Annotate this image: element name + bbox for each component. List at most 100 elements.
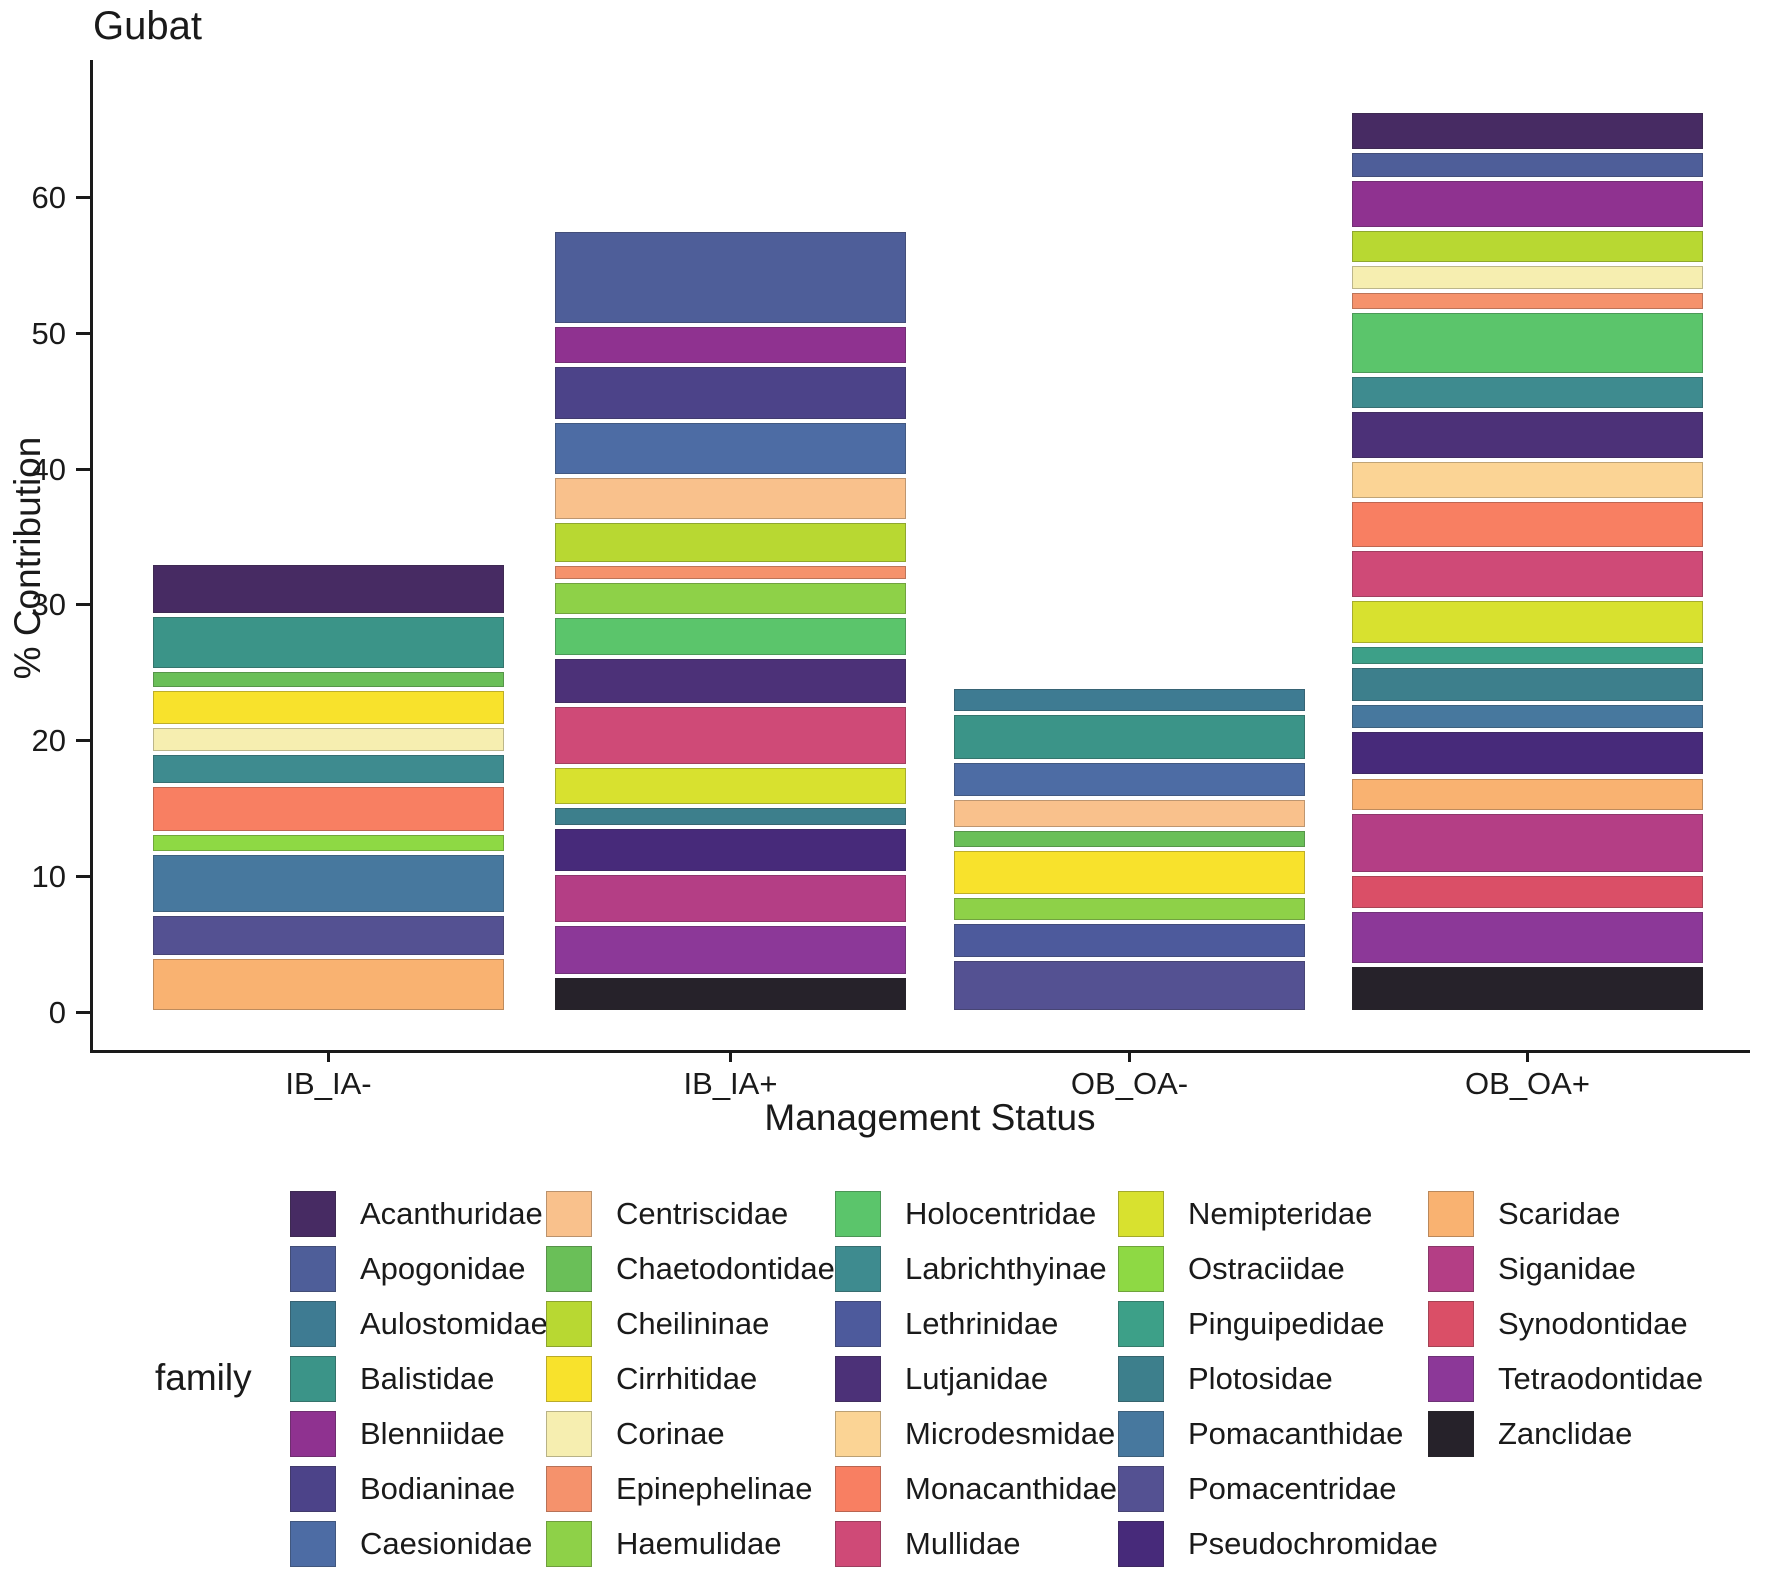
bar-segment-holocentridae — [553, 615, 908, 658]
y-tick-mark — [76, 1010, 90, 1014]
legend-label-bodianinae: Bodianinae — [360, 1471, 516, 1506]
bar-segment-tetraodontidae — [553, 924, 908, 977]
x-tick-mark — [327, 1050, 330, 1062]
chart-title: Gubat — [93, 4, 202, 48]
legend-label-chaetodontidae: Chaetodontidae — [616, 1251, 835, 1286]
legend-swatch-haemulidae — [546, 1521, 592, 1567]
bar-segment-pseudochromidae — [553, 826, 908, 873]
legend-label-labrichthyinae: Labrichthyinae — [905, 1251, 1107, 1286]
x-tick-label: OB_OA+ — [1465, 1066, 1590, 1101]
legend-label-blenniidae: Blenniidae — [360, 1416, 505, 1451]
legend-swatch-holocentridae — [835, 1191, 881, 1237]
bar-segment-haemulidae — [553, 581, 908, 616]
bar-segment-epinephelinae — [1350, 290, 1705, 311]
y-tick-label: 40 — [31, 451, 66, 487]
x-tick-label: IB_IA+ — [683, 1066, 778, 1101]
bar-segment-centriscidae — [553, 475, 908, 522]
bar-segment-nemipteridae — [553, 765, 908, 806]
bar-segment-acanthuridae — [151, 562, 506, 615]
legend-label-siganidae: Siganidae — [1498, 1251, 1636, 1286]
legend-swatch-acanthuridae — [290, 1191, 336, 1237]
legend-label-zanclidae: Zanclidae — [1498, 1416, 1633, 1451]
bar-segment-apogonidae — [1350, 151, 1705, 179]
legend-swatch-pseudochromidae — [1118, 1521, 1164, 1567]
legend-swatch-pinguipedidae — [1118, 1301, 1164, 1347]
bar-segment-pomacentridae — [151, 913, 506, 958]
legend-swatch-chaetodontidae — [546, 1246, 592, 1292]
legend-swatch-ostraciidae — [1118, 1246, 1164, 1292]
bar-segment-labrichthyinae — [151, 753, 506, 785]
bar-segment-pomacanthidae — [151, 853, 506, 914]
y-tick-mark — [76, 874, 90, 878]
legend-swatch-microdesmidae — [835, 1411, 881, 1457]
bar-segment-cheilininae — [553, 521, 908, 565]
y-tick-label: 0 — [48, 994, 66, 1030]
legend-swatch-caesionidae — [290, 1521, 336, 1567]
legend-label-balistidae: Balistidae — [360, 1361, 495, 1396]
legend-swatch-lutjanidae — [835, 1356, 881, 1402]
y-tick-label: 20 — [31, 723, 66, 758]
legend-label-aulostomidae: Aulostomidae — [360, 1306, 548, 1341]
x-tick-label: OB_OA- — [1070, 1066, 1189, 1101]
bar-segment-mullidae — [1350, 549, 1705, 600]
y-tick-mark — [76, 603, 90, 607]
legend-label-lethrinidae: Lethrinidae — [905, 1306, 1059, 1341]
bar-segment-pomacanthidae — [1350, 703, 1705, 730]
legend-label-centriscidae: Centriscidae — [616, 1196, 789, 1231]
bar-segment-cheilininae — [1350, 229, 1705, 265]
bar-segment-chaetodontidae — [952, 828, 1307, 850]
bar-segment-labrichthyinae — [1350, 374, 1705, 410]
legend-swatch-plotosidae — [1118, 1356, 1164, 1402]
x-tick-mark — [729, 1050, 732, 1062]
bar-segment-lutjanidae — [553, 657, 908, 705]
y-axis-line — [90, 60, 93, 1053]
legend-label-epinephelinae: Epinephelinae — [616, 1471, 813, 1506]
bar-segment-corinae — [151, 726, 506, 754]
legend-label-holocentridae: Holocentridae — [905, 1196, 1097, 1231]
bar-segment-haemulidae — [952, 895, 1307, 922]
bar-segment-lutjanidae — [1350, 409, 1705, 460]
legend-swatch-epinephelinae — [546, 1466, 592, 1512]
legend-label-ostraciidae: Ostraciidae — [1188, 1251, 1345, 1286]
bar-segment-scaridae — [151, 957, 506, 1012]
legend-swatch-corinae — [546, 1411, 592, 1457]
bar-segment-nemipteridae — [1350, 599, 1705, 645]
bar-segment-blenniidae — [1350, 178, 1705, 230]
legend-label-acanthuridae: Acanthuridae — [360, 1196, 543, 1231]
legend-label-synodontidae: Synodontidae — [1498, 1306, 1688, 1341]
legend-swatch-tetraodontidae — [1428, 1356, 1474, 1402]
legend-swatch-cheilininae — [546, 1301, 592, 1347]
bar-segment-plotosidae — [1350, 665, 1705, 704]
bar-segment-monacanthidae — [1350, 500, 1705, 550]
legend-label-plotosidae: Plotosidae — [1188, 1361, 1333, 1396]
legend-swatch-siganidae — [1428, 1246, 1474, 1292]
y-tick-label: 10 — [31, 858, 66, 894]
legend-label-corinae: Corinae — [616, 1416, 725, 1451]
bar-segment-centriscidae — [952, 797, 1307, 829]
legend-label-microdesmidae: Microdesmidae — [905, 1416, 1116, 1451]
bar-segment-apogonidae — [553, 230, 908, 326]
y-tick-mark — [76, 331, 90, 335]
bar-segment-monacanthidae — [151, 784, 506, 833]
legend-label-pseudochromidae: Pseudochromidae — [1188, 1526, 1438, 1561]
y-tick-label: 50 — [31, 315, 66, 351]
legend-swatch-pomacanthidae — [1118, 1411, 1164, 1457]
legend-label-pinguipedidae: Pinguipedidae — [1188, 1306, 1385, 1341]
bar-segment-scaridae — [1350, 776, 1705, 812]
bar-segment-mullidae — [553, 704, 908, 766]
legend-label-cheilininae: Cheilininae — [616, 1306, 770, 1341]
legend-label-cirrhitidae: Cirrhitidae — [616, 1361, 758, 1396]
bar-segment-cirrhitidae — [151, 688, 506, 727]
legend-swatch-cirrhitidae — [546, 1356, 592, 1402]
legend-swatch-aulostomidae — [290, 1301, 336, 1347]
legend-swatch-lethrinidae — [835, 1301, 881, 1347]
bar-segment-corinae — [1350, 264, 1705, 291]
legend-label-mullidae: Mullidae — [905, 1526, 1021, 1561]
legend-swatch-bodianinae — [290, 1466, 336, 1512]
x-tick-mark — [1128, 1050, 1131, 1062]
legend-swatch-pomacentridae — [1118, 1466, 1164, 1512]
legend-swatch-zanclidae — [1428, 1411, 1474, 1457]
bar-segment-zanclidae — [553, 976, 908, 1012]
legend-label-scaridae: Scaridae — [1498, 1196, 1621, 1231]
bar-segment-zanclidae — [1350, 965, 1705, 1012]
